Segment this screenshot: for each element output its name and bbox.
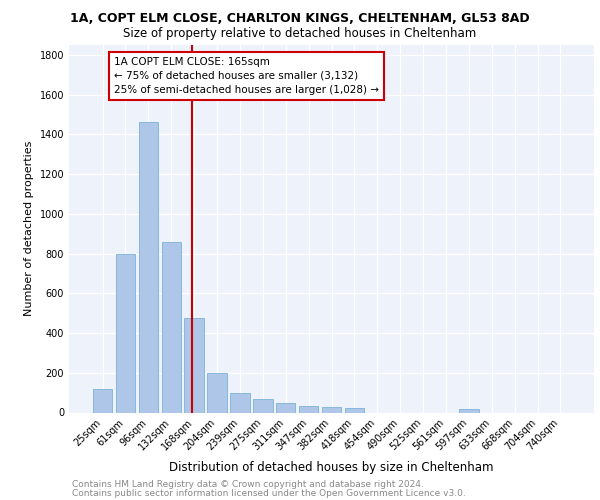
Text: 1A COPT ELM CLOSE: 165sqm
← 75% of detached houses are smaller (3,132)
25% of se: 1A COPT ELM CLOSE: 165sqm ← 75% of detac… — [114, 57, 379, 95]
Bar — [208, 373, 227, 412]
Bar — [93, 388, 112, 412]
Text: Contains public sector information licensed under the Open Government Licence v3: Contains public sector information licen… — [72, 488, 466, 498]
Text: 1A, COPT ELM CLOSE, CHARLTON KINGS, CHELTENHAM, GL53 8AD: 1A, COPT ELM CLOSE, CHARLTON KINGS, CHEL… — [70, 12, 530, 26]
Bar — [459, 409, 479, 412]
Text: Size of property relative to detached houses in Cheltenham: Size of property relative to detached ho… — [124, 28, 476, 40]
Y-axis label: Number of detached properties: Number of detached properties — [24, 141, 34, 316]
Bar — [253, 398, 272, 412]
Bar — [184, 318, 204, 412]
Bar — [276, 403, 295, 412]
X-axis label: Distribution of detached houses by size in Cheltenham: Distribution of detached houses by size … — [169, 460, 494, 473]
Bar — [116, 254, 135, 412]
Bar — [161, 242, 181, 412]
Bar — [322, 407, 341, 412]
Bar — [139, 122, 158, 412]
Bar — [230, 392, 250, 412]
Bar — [299, 406, 319, 412]
Bar — [344, 408, 364, 412]
Text: Contains HM Land Registry data © Crown copyright and database right 2024.: Contains HM Land Registry data © Crown c… — [72, 480, 424, 489]
